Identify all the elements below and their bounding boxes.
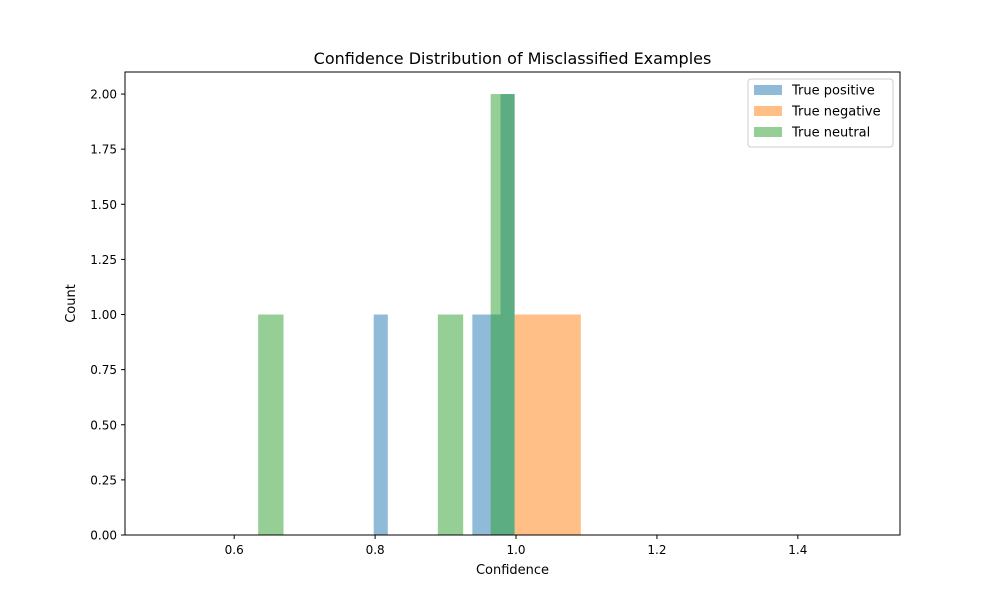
- y-tick-label: 0.50: [90, 418, 117, 432]
- y-tick-label: 0.00: [90, 529, 117, 543]
- legend-label: True neutral: [791, 126, 870, 141]
- y-tick-label: 1.00: [90, 308, 117, 322]
- bars-layer: [258, 94, 581, 536]
- chart-title: Confidence Distribution of Misclassified…: [314, 49, 712, 68]
- histogram-bar-series-0-bin-0: [373, 314, 388, 535]
- legend-frame: [747, 78, 894, 148]
- histogram-bar-series-2-bin-2: [490, 94, 515, 536]
- y-tick-label: 0.75: [90, 363, 117, 377]
- x-tick-label: 0.6: [225, 543, 244, 557]
- histogram-bar-series-2-bin-0: [258, 314, 284, 535]
- x-tick-label: 1.2: [647, 543, 666, 557]
- x-axis-label: Confidence: [476, 563, 549, 578]
- legend-label: True positive: [791, 84, 875, 99]
- plot-frame: [124, 71, 901, 536]
- y-tick-label: 2.00: [90, 88, 117, 102]
- y-axis-ticks: 0.00 0.25 0.50 0.75 1.00 1.25 1.50 1.75 2.00: [90, 88, 125, 543]
- y-tick-label: 1.25: [90, 253, 117, 267]
- x-tick-label: 1.4: [788, 543, 807, 557]
- histogram-bar-series-2-bin-1: [437, 314, 464, 535]
- y-axis-label: Count: [64, 284, 79, 323]
- legend-label: True negative: [791, 105, 881, 120]
- y-tick-label: 0.25: [90, 473, 117, 487]
- legend-swatch: [754, 127, 782, 137]
- x-tick-label: 0.8: [366, 543, 385, 557]
- legend: True positive True negative True neutral: [747, 78, 894, 148]
- legend-swatch: [754, 85, 782, 95]
- x-axis-ticks: 0.6 0.8 1.0 1.2 1.4: [225, 535, 807, 557]
- x-tick-label: 1.0: [506, 543, 525, 557]
- histogram-bar-series-1-bin-0: [514, 314, 581, 535]
- legend-swatch: [754, 106, 782, 116]
- y-tick-label: 1.50: [90, 198, 117, 212]
- y-tick-label: 1.75: [90, 143, 117, 157]
- histogram-bar-series-0-bin-1: [472, 314, 487, 535]
